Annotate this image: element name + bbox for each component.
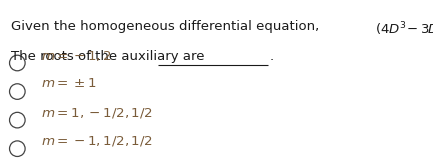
Text: The roots of the auxiliary are: The roots of the auxiliary are bbox=[11, 50, 204, 63]
Text: $(4D^3\!-3D+1)\,y=0.$: $(4D^3\!-3D+1)\,y=0.$ bbox=[375, 20, 433, 40]
Text: $m=-1,2$: $m=-1,2$ bbox=[41, 49, 112, 63]
Text: .: . bbox=[269, 50, 274, 63]
Text: Given the homogeneous differential equation,: Given the homogeneous differential equat… bbox=[11, 20, 323, 33]
Text: $m=1,-1/2,1/2$: $m=1,-1/2,1/2$ bbox=[41, 106, 153, 120]
Text: $m=\pm1$: $m=\pm1$ bbox=[41, 77, 97, 90]
Text: $m=-1,1/2,1/2$: $m=-1,1/2,1/2$ bbox=[41, 134, 153, 148]
